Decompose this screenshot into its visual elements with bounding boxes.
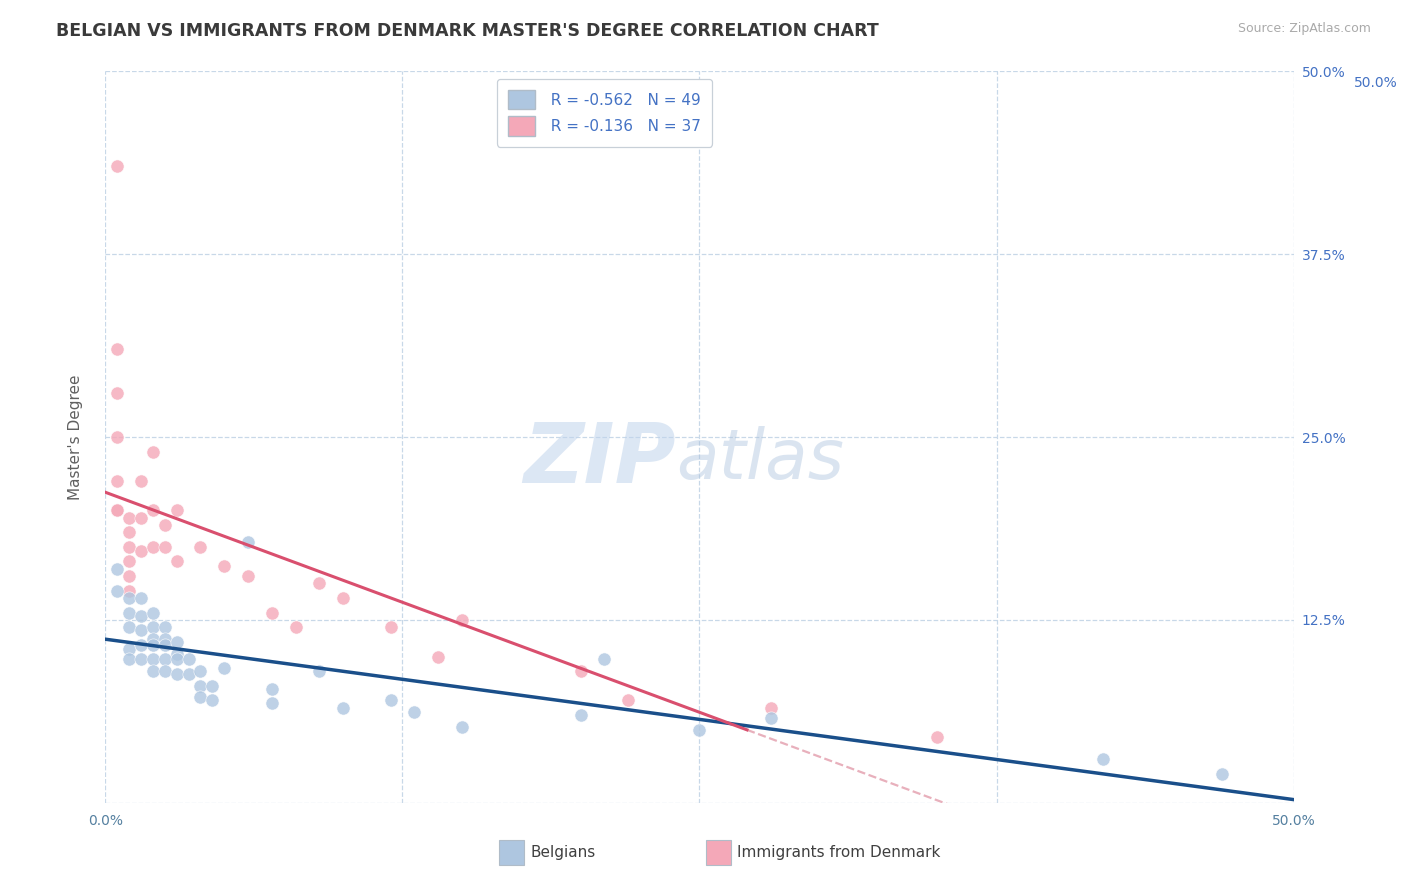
- Point: [129, 510, 152, 524]
- Point: [142, 664, 165, 678]
- Point: [105, 503, 128, 517]
- Point: [153, 632, 176, 646]
- Point: [190, 540, 212, 554]
- Point: [759, 700, 782, 714]
- Point: [166, 503, 188, 517]
- Point: [201, 679, 224, 693]
- Text: Immigrants from Denmark: Immigrants from Denmark: [737, 846, 941, 860]
- Point: [689, 723, 711, 737]
- Point: [284, 620, 307, 634]
- Point: [153, 517, 176, 532]
- Point: [142, 632, 165, 646]
- Point: [190, 690, 212, 705]
- Point: [450, 613, 472, 627]
- Point: [105, 474, 128, 488]
- Point: [118, 652, 141, 666]
- Point: [118, 591, 141, 605]
- Point: [153, 664, 176, 678]
- Point: [118, 642, 141, 657]
- Point: [332, 700, 354, 714]
- Point: [166, 647, 188, 661]
- Point: [118, 510, 141, 524]
- Point: [260, 606, 283, 620]
- Point: [166, 667, 188, 681]
- Point: [153, 540, 176, 554]
- Point: [177, 652, 200, 666]
- Point: [569, 708, 592, 723]
- Point: [925, 730, 948, 744]
- Point: [129, 652, 152, 666]
- Point: [166, 554, 188, 568]
- Text: ZIP: ZIP: [523, 418, 676, 500]
- Point: [214, 661, 236, 675]
- Point: [201, 693, 224, 707]
- Point: [153, 638, 176, 652]
- Point: [105, 562, 128, 576]
- Point: [236, 535, 259, 549]
- Point: [118, 569, 141, 583]
- Point: [1092, 752, 1115, 766]
- Point: [118, 540, 141, 554]
- Text: atlas: atlas: [676, 425, 844, 492]
- Point: [118, 554, 141, 568]
- Point: [617, 693, 640, 707]
- Point: [142, 652, 165, 666]
- Point: [105, 503, 128, 517]
- Point: [427, 649, 450, 664]
- Point: [129, 608, 152, 623]
- Point: [118, 620, 141, 634]
- Legend:   R = -0.562   N = 49,   R = -0.136   N = 37: R = -0.562 N = 49, R = -0.136 N = 37: [496, 79, 711, 146]
- Point: [177, 667, 200, 681]
- Point: [105, 386, 128, 401]
- Point: [105, 430, 128, 444]
- Point: [166, 652, 188, 666]
- Point: [190, 679, 212, 693]
- Point: [214, 558, 236, 573]
- Point: [118, 525, 141, 540]
- Point: [236, 569, 259, 583]
- Point: [142, 606, 165, 620]
- Point: [129, 591, 152, 605]
- Point: [153, 652, 176, 666]
- Point: [308, 664, 330, 678]
- Point: [380, 620, 402, 634]
- Text: Belgians: Belgians: [530, 846, 595, 860]
- Y-axis label: Master's Degree: Master's Degree: [69, 375, 83, 500]
- Point: [153, 620, 176, 634]
- Point: [142, 444, 165, 458]
- Point: [142, 638, 165, 652]
- Point: [593, 652, 616, 666]
- Point: [759, 711, 782, 725]
- Point: [260, 681, 283, 696]
- Point: [569, 664, 592, 678]
- Point: [118, 606, 141, 620]
- Point: [105, 583, 128, 598]
- Point: [308, 576, 330, 591]
- Point: [129, 544, 152, 558]
- Point: [450, 720, 472, 734]
- Point: [166, 635, 188, 649]
- Point: [404, 705, 426, 719]
- Point: [142, 540, 165, 554]
- Point: [332, 591, 354, 605]
- Point: [118, 583, 141, 598]
- Point: [129, 623, 152, 637]
- Point: [260, 696, 283, 710]
- Point: [142, 503, 165, 517]
- Point: [105, 160, 128, 174]
- Point: [129, 474, 152, 488]
- Point: [190, 664, 212, 678]
- Point: [380, 693, 402, 707]
- Text: BELGIAN VS IMMIGRANTS FROM DENMARK MASTER'S DEGREE CORRELATION CHART: BELGIAN VS IMMIGRANTS FROM DENMARK MASTE…: [56, 22, 879, 40]
- Point: [105, 343, 128, 357]
- Text: 50.0%: 50.0%: [1354, 76, 1398, 90]
- Text: Source: ZipAtlas.com: Source: ZipAtlas.com: [1237, 22, 1371, 36]
- Point: [1211, 766, 1233, 780]
- Point: [142, 620, 165, 634]
- Point: [129, 638, 152, 652]
